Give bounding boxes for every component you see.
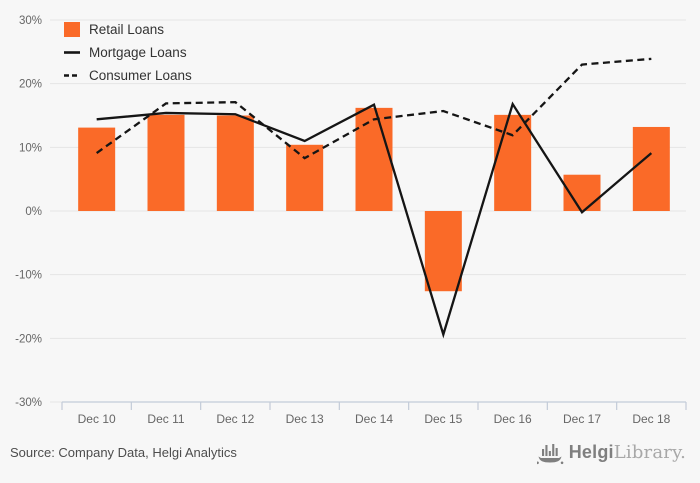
helgi-library-logo: HelgiLibrary.	[536, 440, 686, 466]
x-tick-label: Dec 10	[78, 412, 116, 426]
consumer-loans-line	[95, 57, 652, 160]
x-tick-label: Dec 11	[147, 412, 184, 426]
retail-loans-bar	[424, 211, 462, 292]
brand-wordmark: HelgiLibrary.	[569, 442, 686, 463]
retail-loans-bar	[355, 107, 393, 211]
retail-loans-bar	[147, 114, 185, 211]
retail-loans-bar	[216, 115, 254, 211]
y-tick-label: 30%	[19, 15, 42, 27]
x-tick-label: Dec 16	[494, 412, 532, 426]
retail-loans-bar	[494, 114, 532, 211]
x-tick-label: Dec 15	[424, 412, 462, 426]
legend-item-mortgage-loans: Mortgage Loans	[64, 44, 192, 61]
chart-canvas: 30% 20% 10% 0% -10% -20% -30% Dec 10 Dec 11 Dec 1…	[15, 15, 687, 426]
y-tick-label: -10%	[15, 270, 42, 282]
source-attribution: Source: Company Data, Helgi Analytics	[10, 445, 237, 460]
retail-loans-bar	[286, 144, 324, 211]
chart-footer: Source: Company Data, Helgi Analytics He…	[0, 430, 700, 483]
retail-loans-bar	[632, 126, 670, 211]
y-tick-label: 20%	[19, 79, 42, 91]
y-tick-label: 0%	[25, 206, 42, 218]
consumer-loans-dashed-line-icon	[64, 74, 80, 77]
x-tick-label: Dec 14	[355, 412, 393, 426]
x-tick-label: Dec 13	[286, 412, 324, 426]
retail-loans-swatch-icon	[64, 22, 80, 37]
chart-legend: Retail Loans Mortgage Loans Consumer Loa…	[64, 21, 192, 84]
brand-helgi: Helgi	[568, 442, 614, 462]
x-tick-label: Dec 18	[632, 412, 670, 426]
brand-library: Library.	[613, 442, 686, 463]
legend-item-retail-loans: Retail Loans	[64, 21, 192, 38]
y-tick-label: -20%	[15, 333, 42, 345]
viking-ship-bar-chart-icon	[536, 443, 564, 464]
mortgage-loans-solid-line-icon	[64, 51, 80, 54]
legend-item-consumer-loans: Consumer Loans	[64, 67, 192, 84]
x-tick-label: Dec 17	[563, 412, 601, 426]
legend-label-consumer-loans: Consumer Loans	[89, 68, 192, 83]
legend-label-mortgage-loans: Mortgage Loans	[89, 45, 187, 60]
loans-growth-chart: 30% 20% 10% 0% -10% -20% -30% Dec 10 Dec 11 Dec 1…	[15, 15, 687, 426]
x-tick-label: Dec 12	[216, 412, 254, 426]
legend-label-retail-loans: Retail Loans	[89, 22, 165, 37]
mortgage-loans-line	[96, 101, 653, 339]
y-tick-label: 10%	[19, 142, 42, 154]
retail-loans-bar	[78, 127, 116, 211]
y-tick-label: -30%	[15, 397, 42, 409]
